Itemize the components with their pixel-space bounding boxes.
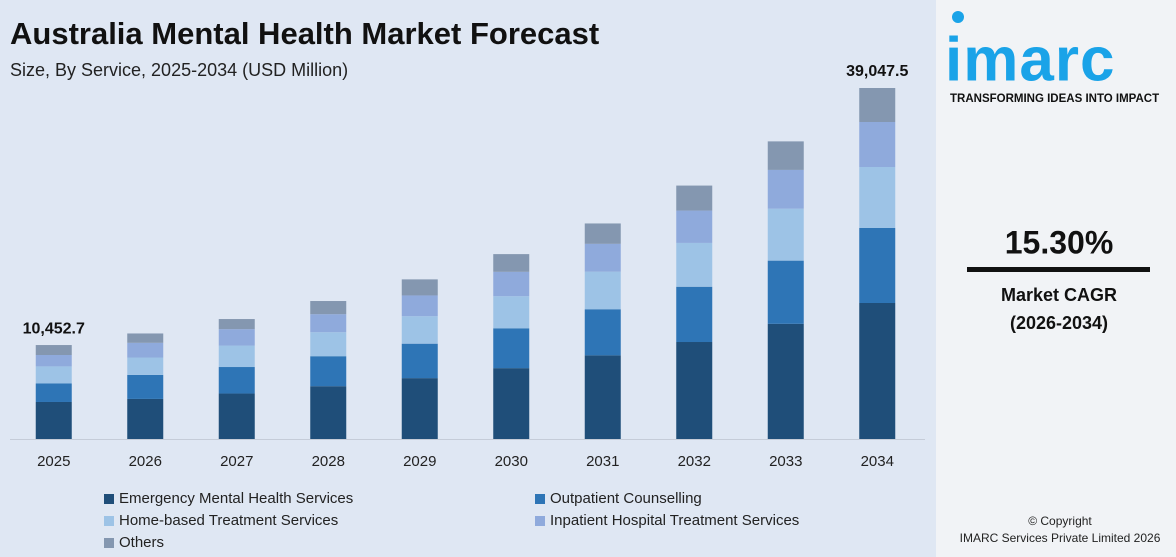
- bar-segment: [859, 88, 896, 122]
- x-tick-label: 2031: [586, 453, 619, 470]
- bar-segment: [127, 357, 164, 375]
- bar-segment: [35, 383, 72, 402]
- cagr-value: 15.30%: [1005, 224, 1114, 260]
- bar-segment: [859, 166, 896, 228]
- legend-swatch: [104, 516, 114, 526]
- legend-swatch: [104, 538, 114, 548]
- bar-segment: [767, 141, 804, 170]
- bar-segment: [493, 368, 530, 439]
- bar-segment: [35, 355, 72, 367]
- x-tick-label: 2027: [220, 453, 253, 470]
- bar-segment: [676, 342, 713, 439]
- bar-segment: [127, 333, 164, 343]
- x-tick-label: 2028: [312, 453, 345, 470]
- bar-segment: [493, 328, 530, 369]
- chart-subtitle: Size, By Service, 2025-2034 (USD Million…: [10, 60, 348, 80]
- bar-segment: [584, 355, 621, 439]
- bar-segment: [401, 316, 438, 344]
- total-label: 39,047.5: [846, 63, 908, 80]
- legend-label: Others: [119, 534, 164, 551]
- bar-segment: [767, 208, 804, 261]
- cagr-label: Market CAGR: [1001, 285, 1117, 305]
- bar-segment: [676, 210, 713, 243]
- bar-segment: [584, 223, 621, 244]
- legend-swatch: [535, 516, 545, 526]
- bar-segment: [310, 332, 347, 357]
- legend: Emergency Mental Health Services Outpatie…: [104, 490, 799, 551]
- bar-segment: [310, 314, 347, 333]
- bar-segment: [676, 185, 713, 211]
- bar-segment: [401, 279, 438, 296]
- x-tick-label: 2033: [769, 453, 802, 470]
- bar-segment: [493, 296, 530, 329]
- bar-segment: [218, 367, 255, 394]
- bar-segment: [767, 169, 804, 209]
- bar-segment: [310, 301, 347, 315]
- bar-segment: [310, 386, 347, 439]
- bar-segment: [35, 345, 72, 356]
- bar-segment: [584, 243, 621, 272]
- bar-segment: [127, 374, 164, 399]
- x-tick-label: 2026: [129, 453, 162, 470]
- x-tick-label: 2025: [37, 453, 70, 470]
- bar-segment: [767, 323, 804, 439]
- legend-swatch: [535, 494, 545, 504]
- bar-segment: [127, 398, 164, 439]
- bar-segment: [218, 393, 255, 439]
- chart-title: Australia Mental Health Market Forecast: [10, 16, 599, 51]
- bar-segment: [584, 309, 621, 356]
- bar-segment: [218, 329, 255, 346]
- cagr-rule: [967, 267, 1150, 272]
- cagr-period: (2026-2034): [1010, 313, 1108, 333]
- x-tick-label: 2029: [403, 453, 436, 470]
- bar-segment: [35, 366, 72, 384]
- sidebar-background: [936, 0, 1176, 557]
- logo: imarc: [945, 25, 1115, 94]
- legend-swatch: [104, 494, 114, 504]
- x-tick-label: 2030: [495, 453, 528, 470]
- plot: 2025 2026 2027 2028 2029 2030 2031 2032 2033 2034…: [23, 63, 909, 470]
- bar-segment: [859, 121, 896, 167]
- copyright: © Copyright: [1028, 514, 1092, 528]
- bar-segment: [218, 319, 255, 330]
- x-tick-label: 2032: [678, 453, 711, 470]
- bar-segment: [676, 242, 713, 287]
- bar-segment: [493, 254, 530, 272]
- bar-segment: [401, 343, 438, 379]
- x-tick-label: 2034: [861, 453, 894, 470]
- bar-segment: [401, 378, 438, 439]
- bar-segment: [35, 401, 72, 439]
- bar-segment: [310, 356, 347, 387]
- legend-label: Home-based Treatment Services: [119, 512, 338, 529]
- bar-segment: [767, 260, 804, 324]
- bar-segment: [859, 302, 896, 439]
- bar-segment: [584, 271, 621, 310]
- bar-segment: [676, 286, 713, 343]
- bar-segment: [401, 295, 438, 317]
- legend-label: Inpatient Hospital Treatment Services: [550, 512, 799, 529]
- bar-segment: [218, 345, 255, 368]
- legend-label: Outpatient Counselling: [550, 490, 702, 507]
- bar-segment: [127, 342, 164, 358]
- total-label: 10,452.7: [23, 320, 85, 337]
- logo-dot: [952, 11, 964, 23]
- legend-label: Emergency Mental Health Services: [119, 490, 353, 507]
- tagline: TRANSFORMING IDEAS INTO IMPACT: [950, 93, 1159, 105]
- bar-segment: [493, 271, 530, 297]
- company: IMARC Services Private Limited 2026: [960, 531, 1161, 545]
- bar-segment: [859, 227, 896, 303]
